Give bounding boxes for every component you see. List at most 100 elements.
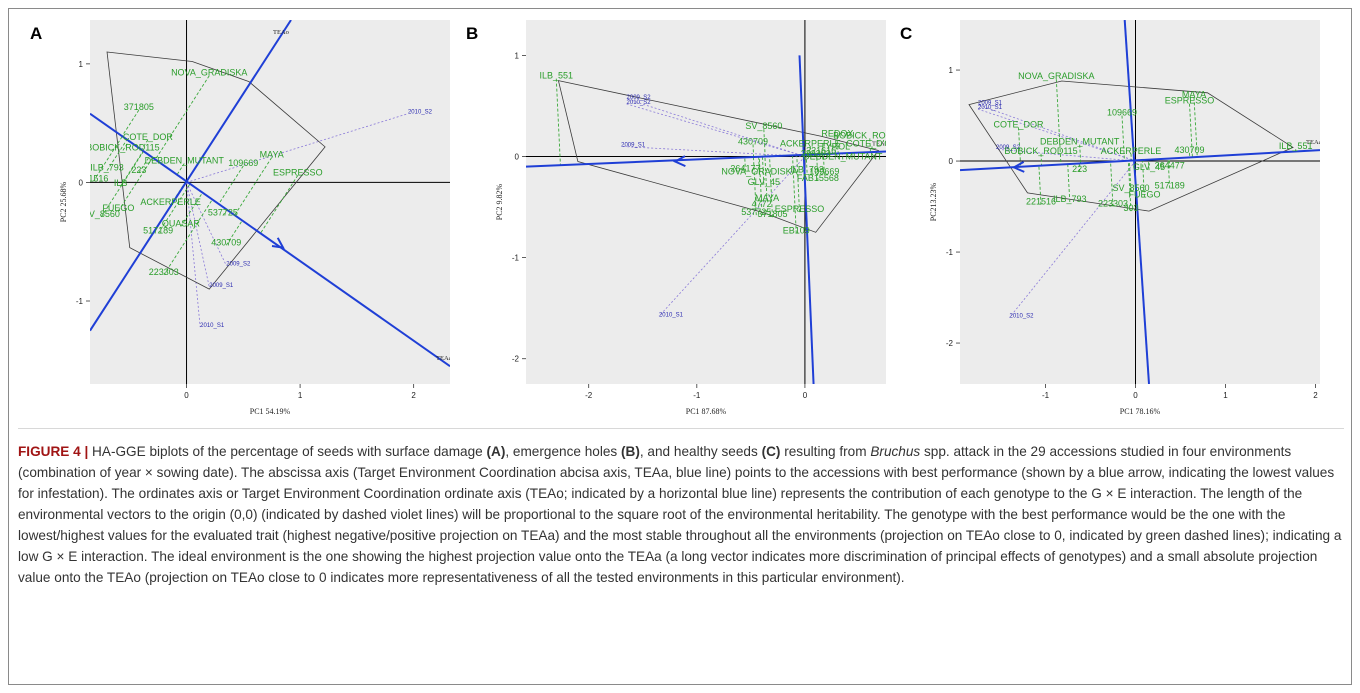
- environment-vector: [186, 182, 210, 287]
- x-tick-label: -2: [585, 391, 593, 400]
- caption-text-4: resulting from: [780, 444, 871, 459]
- genotype-projection-line: [792, 155, 797, 234]
- teaa-axis-line: [526, 150, 886, 168]
- teaa-axis-line: [90, 112, 450, 368]
- genotype-projection-line: [121, 109, 140, 137]
- genotype-label: ILB: [114, 178, 128, 188]
- genotype-projection-line: [1055, 79, 1062, 165]
- genotype-projection-line: [744, 157, 746, 172]
- environment-label: 2009_S1: [978, 101, 1003, 107]
- caption-ref-b: (B): [621, 444, 640, 459]
- genotype-label: 517189: [143, 225, 173, 235]
- genotype-projection-line: [138, 155, 151, 174]
- y-axis-title: PC213.23%: [929, 182, 938, 221]
- genotype-projection-line: [100, 150, 144, 218]
- environment-label: 2009_S2: [996, 145, 1021, 151]
- genotype-label: 264177: [730, 164, 760, 174]
- genotype-projection-line: [234, 157, 273, 216]
- caption-ref-a: (A): [486, 444, 506, 459]
- genotype-projection-line: [555, 78, 561, 166]
- convex-hull-polygon: [106, 51, 326, 290]
- teaa-label: TEAa: [1306, 139, 1322, 146]
- genotype-label: 371805: [757, 209, 787, 219]
- genotype-label: 371805: [124, 102, 154, 112]
- genotype-label: 221516: [78, 173, 108, 183]
- y-tick-label: -1: [946, 248, 954, 257]
- environment-vector: [186, 113, 409, 183]
- genotype-label: ESPRESSO: [1165, 96, 1215, 106]
- teaa-arrow-head: [1011, 161, 1025, 173]
- teaa-label: TEAa: [872, 140, 888, 147]
- genotype-projection-line: [154, 75, 210, 160]
- genotype-label: SV_8560: [83, 209, 120, 219]
- figure-frame: [8, 8, 1352, 685]
- genotype-projection-line: [93, 136, 123, 182]
- environment-label: 2009_S2: [627, 95, 652, 101]
- genotype-label: NOVA_GRADISKA: [1018, 71, 1094, 81]
- genotype-projection-line: [816, 154, 819, 181]
- genotype-projection-line: [769, 156, 773, 218]
- genotype-projection-line: [758, 156, 760, 175]
- genotype-projection-line: [796, 155, 800, 213]
- genotype-label: COTE_DOR: [993, 119, 1044, 129]
- genotype-label: 223: [131, 165, 146, 175]
- genotype-label: 430709: [211, 237, 241, 247]
- environment-vector: [186, 182, 227, 266]
- convex-hull-polygon: [968, 80, 1294, 212]
- genotype-label: 223: [1072, 164, 1087, 174]
- x-axis-title: PC1 87.68%: [686, 407, 727, 416]
- panel-letter-a: A: [30, 24, 43, 43]
- panel-letter-c: C: [900, 24, 913, 43]
- genotype-label: 109669: [228, 158, 258, 168]
- genotype-projection-line: [260, 175, 299, 234]
- x-axis-title: PC1 78.16%: [1120, 407, 1161, 416]
- genotype-label: MAYA: [260, 150, 284, 160]
- environment-vector: [626, 98, 806, 157]
- environment-label: 2009_S1: [621, 142, 646, 148]
- genotype-label: EB109: [783, 225, 810, 235]
- genotype-label: 303: [1123, 203, 1138, 213]
- biplot-c: TEAaTEAo2009_S12010_S12009_S22010_S2NOVA…: [929, 20, 1322, 416]
- genotype-label: 109669: [809, 167, 839, 177]
- genotype-label: NOVA_GRADISKA: [171, 68, 247, 78]
- environment-label: 2009_S2: [226, 261, 251, 267]
- genotype-projection-line: [180, 192, 203, 227]
- y-axis-title: PC2 9.82%: [495, 183, 504, 220]
- biplot-a: TEAa TEAo 2010_S2 2009_S2 2009_S1 2010_S1 NOVA…: [59, 20, 450, 416]
- y-axis-title: PC2 25.68%: [59, 181, 68, 222]
- genotype-label: DEBDEN_MUTANT: [1040, 137, 1120, 147]
- environment-label: 2010_S1: [978, 105, 1003, 111]
- y-tick-label: 0: [949, 157, 954, 166]
- panel-b: B TEAa TEAo 2009_S2 2010_S2 2009_S1 2010_S1 IL…: [466, 14, 896, 416]
- environment-vector: [186, 182, 201, 328]
- caption-text-1: HA-GGE biplots of the percentage of seed…: [88, 444, 487, 459]
- genotype-projection-line: [1142, 159, 1145, 198]
- environment-label: 2010_S2: [627, 100, 652, 106]
- y-tick-label: 1: [79, 60, 84, 69]
- genotype-label: ACKERPERLE: [1101, 146, 1162, 156]
- y-tick-label: -1: [512, 254, 520, 263]
- y-tick-label: -2: [512, 355, 520, 364]
- plot-layer: TEAaTEAo2009_S22010_S22009_S12010_S1ILB_…: [526, 20, 888, 384]
- genotype-label: COTE_DOR: [123, 132, 174, 142]
- genotype-label: ILB_793: [790, 165, 824, 175]
- environment-vector: [626, 103, 806, 157]
- y-tick-label: 0: [79, 178, 84, 187]
- genotype-projection-line: [752, 144, 755, 158]
- genotype-label: FUEGO: [1128, 189, 1160, 199]
- y-tick-label: 1: [515, 51, 520, 60]
- genotype-label: ILB_551: [540, 71, 574, 81]
- genotype-label: FUEGO: [102, 203, 134, 213]
- x-tick-label: 1: [298, 391, 303, 400]
- genotype-label: 430709: [1174, 145, 1204, 155]
- panel-letter-b: B: [466, 24, 479, 43]
- plot-layer: TEAa TEAo 2010_S2 2009_S2 2009_S1 2010_S1 NOVA…: [78, 20, 450, 384]
- genotype-projection-line: [122, 140, 130, 151]
- genotype-projection-line: [1110, 161, 1114, 207]
- genotype-label: GLV_45: [748, 177, 780, 187]
- genotype-label: NOVA_GRADISKA: [721, 167, 797, 177]
- teao-axis-line: [90, 20, 292, 332]
- x-tick-label: 0: [803, 391, 808, 400]
- genotype-projection-line: [1189, 103, 1193, 158]
- genotype-projection-line: [218, 165, 244, 205]
